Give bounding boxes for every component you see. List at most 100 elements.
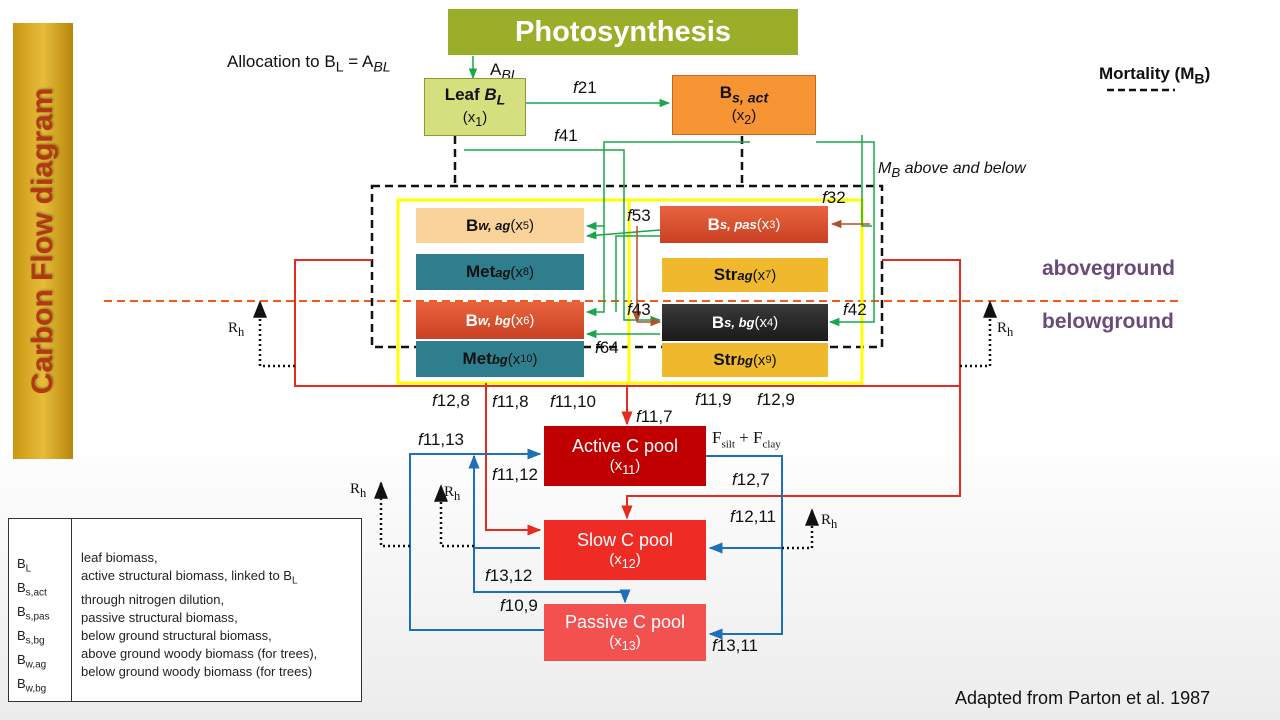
mb-rest: above and below: [900, 160, 1026, 177]
rh-text: R: [228, 320, 239, 336]
legend-symbol: Bw,ag: [17, 651, 50, 675]
bsact-title: Bs, act: [720, 83, 768, 106]
bspas-name: B: [707, 214, 720, 234]
allocation-sub: L: [335, 59, 344, 76]
fsilt-plus: + F: [734, 428, 763, 447]
mortality-dashed-frame: [370, 184, 884, 349]
passive-c-pool-box: Passive C pool (x13): [544, 604, 706, 661]
bsact-woody-bg-arrow: [585, 226, 605, 317]
bsact-sub: s, act: [732, 90, 769, 107]
flux-value: 12,7: [736, 470, 770, 489]
flux-value: 41: [558, 126, 578, 145]
legend-symbol-sub: s,pas: [25, 611, 50, 623]
rh-text: R: [444, 484, 455, 500]
legend-symbols: BL Bs,act Bs,pas Bs,bg Bw,ag Bw,bg: [17, 555, 50, 700]
flux-f21: f21: [573, 78, 597, 98]
passive-var: (x13): [609, 633, 640, 653]
rh-active-arrow: [434, 484, 474, 548]
legend-symbol-main: B: [17, 628, 26, 644]
rh-sub: h: [238, 325, 245, 339]
strbg-var-close: ): [771, 351, 777, 369]
aboveground-label: aboveground: [1042, 257, 1176, 280]
bsact-name: B: [719, 83, 733, 103]
flux-prefix: f: [843, 300, 848, 319]
flux-f53: f53: [627, 206, 651, 226]
flux-prefix: f: [730, 507, 735, 526]
flux-prefix: f: [432, 391, 437, 410]
legend-def: leaf biomass,: [81, 550, 158, 565]
f41-arrow: [464, 149, 662, 325]
metbg-var: (x: [507, 350, 521, 368]
flux-f12-9: f12,9: [757, 390, 795, 410]
bsact-var: (x2): [732, 107, 756, 127]
strbg-name: Str: [713, 350, 738, 369]
flux-f11-7: f11,7: [636, 407, 673, 427]
legend-def-sub: L: [291, 575, 298, 587]
passive-var-text: (x: [609, 633, 622, 650]
active-var-text: (x: [609, 456, 623, 474]
mb-note: MB above and below: [878, 160, 1026, 180]
metag-var-sub: 8: [522, 266, 530, 278]
title-text: Photosynthesis: [515, 15, 731, 48]
rh-right-arrow: [960, 300, 997, 368]
legend-symbol-main: B: [17, 652, 26, 668]
strag-var: (x: [752, 266, 766, 284]
flux-prefix: f: [822, 188, 827, 207]
legend-def: active structural biomass, linked to BL: [81, 567, 317, 591]
legend-symbol-sub: s,bg: [25, 635, 45, 647]
f12-7-arrow: [621, 386, 961, 520]
allocation-eq-sub: BL: [373, 59, 391, 76]
met-bg-box: Met bg (x 10): [416, 341, 584, 377]
bsact-var-sub: 2: [744, 112, 752, 127]
bsact-var-close: ): [751, 106, 757, 124]
active-var: (x11): [610, 457, 640, 477]
bsbg-var-close: ): [773, 314, 779, 331]
mortality-return-arrow: [861, 135, 872, 227]
flux-value: 13,12: [489, 566, 533, 585]
legend-symbol: Bs,bg: [17, 627, 50, 651]
rh-sub: h: [1007, 325, 1014, 339]
rh-text: R: [821, 512, 832, 528]
f53-arrow: [585, 229, 661, 240]
legend-symbol-sub: w,bg: [25, 684, 47, 696]
bwbg-var-close: ): [529, 312, 535, 329]
legend-def: below ground woody biomass (for trees): [81, 663, 313, 679]
flux-f11-13: f11,13: [418, 430, 464, 450]
bs-act-box: Bs, act (x2): [672, 75, 816, 135]
leaf-title: Leaf BL: [445, 85, 506, 108]
bsbg-var-sub: 4: [767, 316, 774, 329]
belowground-label: belowground: [1042, 310, 1174, 333]
rh-label-soil-left: Rh: [350, 481, 366, 501]
strag-var-sub: 7: [765, 269, 772, 281]
active-c-pool-box: Active C pool (x11): [544, 426, 706, 486]
flux-prefix: f: [757, 390, 762, 409]
rh-text: R: [350, 481, 361, 497]
legend-def-text: active structural biomass, linked to B: [81, 568, 292, 583]
bspas-sub: s, pas: [719, 217, 757, 232]
rh-label-slow: Rh: [821, 512, 837, 532]
flux-f11-8: f11,8: [492, 392, 529, 412]
metag-name: Met: [465, 262, 496, 281]
strag-name: Str: [713, 265, 738, 284]
legend-symbol: Bs,pas: [17, 603, 50, 627]
active-var-sub: 11: [622, 462, 636, 477]
allocation-label: Allocation to BL = ABL: [227, 52, 391, 75]
flux-f12-11: f12,11: [730, 507, 776, 527]
bwag-var: (x: [510, 217, 523, 234]
litter-frame-right: [627, 198, 864, 385]
metbg-var-close: ): [532, 350, 538, 368]
legend-symbol: Bs,act: [17, 579, 50, 603]
metbg-var-sub: 10: [520, 353, 533, 365]
leaf-sub: L: [496, 92, 506, 109]
flux-f43: f43: [627, 300, 651, 320]
mortality-sub: B: [1194, 71, 1205, 88]
flux-prefix: f: [627, 300, 632, 319]
legend-def: through nitrogen dilution,: [81, 591, 225, 607]
leaf-var-sub: 1: [475, 114, 483, 129]
met-ag-box: Met ag (x 8): [416, 254, 584, 290]
fsilt-fclay-label: Fsilt + Fclay: [712, 428, 781, 450]
bwbg-var-sub: 6: [523, 314, 530, 327]
legend-def: below ground structural biomass,: [81, 627, 272, 643]
rh-soil-left-arrow: [374, 481, 410, 548]
